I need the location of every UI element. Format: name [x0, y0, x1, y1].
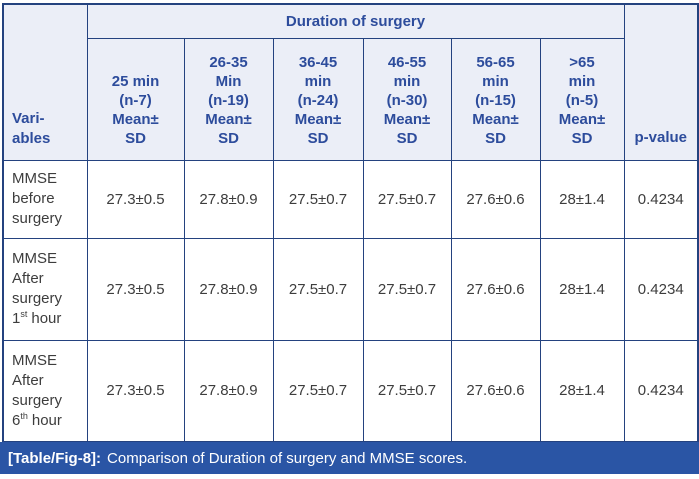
caption-text: Comparison of Duration of surgery and MM…	[107, 449, 468, 467]
header-line: (n-7)	[119, 91, 152, 109]
header-line: 25 min	[111, 72, 160, 90]
header-line: min	[482, 72, 509, 90]
header-line: Mean±	[472, 110, 519, 128]
header-line: >65	[569, 53, 595, 71]
table-row-mmse-after-6th-hour: MMSE After surgery 6th hour 27.3±0.5 27.8…	[2, 339, 699, 443]
data-cell: 27.6±0.6	[450, 237, 541, 341]
data-cell: 27.8±0.9	[183, 339, 274, 443]
variables-label-line: Vari-	[12, 109, 45, 127]
pvalue-cell: 0.4234	[623, 237, 699, 341]
table-row-mmse-before-surgery: MMSE before surgery 27.3±0.5 27.8±0.9 27…	[2, 159, 699, 239]
data-cell: 27.5±0.7	[272, 159, 364, 239]
column-header-over65min: >65 min (n-5) Mean± SD	[539, 37, 625, 161]
ordinal-number: 1	[12, 310, 21, 327]
column-header-25min: 25 min (n-7) Mean± SD	[86, 37, 185, 161]
data-cell: 27.6±0.6	[450, 339, 541, 443]
row-label-line: MMSE	[12, 170, 57, 187]
data-cell: 27.3±0.5	[86, 339, 185, 443]
row-label-line: After	[12, 270, 44, 287]
header-line: (n-24)	[297, 91, 339, 109]
pvalue-cell: 0.4234	[623, 339, 699, 443]
header-line: SD	[485, 129, 506, 147]
column-header-46-55min: 46-55 min (n-30) Mean± SD	[362, 37, 452, 161]
header-line: (n-19)	[208, 91, 249, 109]
column-header-56-65min: 56-65 min (n-15) Mean± SD	[450, 37, 541, 161]
data-cell: 28±1.4	[539, 339, 625, 443]
group-header-row: Vari- ables Duration of surgery p-value	[2, 3, 699, 161]
row-label-line: surgery	[12, 290, 63, 307]
table-row-mmse-after-1st-hour: MMSE After surgery 1st hour 27.3±0.5 27.8…	[2, 237, 699, 341]
variables-header-cell: Vari- ables	[2, 3, 88, 161]
data-cell: 27.5±0.7	[362, 159, 452, 239]
header-line: SD	[571, 129, 593, 147]
column-header-row: 25 min (n-7) Mean± SD 26-35 Min (n-19) M…	[3, 37, 698, 161]
header-line: SD	[218, 129, 239, 147]
header-line: SD	[125, 129, 146, 147]
column-header-26-35min: 26-35 Min (n-19) Mean± SD	[183, 37, 274, 161]
data-cell: 27.5±0.7	[272, 237, 364, 341]
header-line: 26-35	[209, 53, 248, 71]
row-label-line: surgery	[12, 210, 63, 227]
header-line: Mean±	[383, 110, 431, 128]
caption-label: [Table/Fig-8]:	[8, 449, 102, 467]
ordinal-number: 6	[12, 411, 21, 429]
row-label-line: surgery	[12, 391, 63, 409]
header-line: min	[393, 72, 421, 90]
header-line: 46-55	[387, 53, 427, 71]
caption-bar: [Table/Fig-8]: Comparison of Duration of…	[0, 442, 699, 474]
header-line: SD	[396, 129, 418, 147]
pvalue-cell: 0.4234	[623, 159, 699, 239]
ordinal-suffix: th	[20, 410, 28, 421]
header-line: (n-15)	[475, 91, 516, 109]
header-line: Mean±	[112, 110, 159, 128]
data-cell: 27.5±0.7	[362, 237, 452, 341]
header-line: min	[304, 72, 332, 90]
ordinal-suffix: st	[20, 309, 28, 319]
header-line: SD	[307, 129, 329, 147]
ordinal-word: hour	[31, 310, 62, 327]
table-wrapper: Vari- ables Duration of surgery p-value …	[2, 3, 699, 443]
row-label-line-ordinal: 1st hour	[12, 309, 83, 329]
pvalue-header-cell: p-value	[623, 3, 699, 161]
data-cell: 27.5±0.7	[272, 339, 364, 443]
header-line: Mean±	[558, 110, 606, 128]
data-cell: 27.8±0.9	[183, 237, 274, 341]
header-line: Mean±	[294, 110, 342, 128]
row-label: MMSE After surgery 6th hour	[2, 339, 88, 443]
data-cell: 28±1.4	[539, 159, 625, 239]
data-cell: 28±1.4	[539, 237, 625, 341]
row-label: MMSE After surgery 1st hour	[2, 237, 88, 341]
header-line: 56-65	[476, 53, 515, 71]
data-cell: 27.8±0.9	[183, 159, 274, 239]
row-label-line: before	[12, 190, 55, 207]
row-label-line: MMSE	[12, 351, 57, 369]
header-line: (n-5)	[565, 91, 599, 109]
variables-label-line: ables	[12, 129, 51, 147]
column-header-36-45min: 36-45 min (n-24) Mean± SD	[272, 37, 364, 161]
header-line: Min	[215, 72, 242, 90]
data-cell: 27.5±0.7	[362, 339, 452, 443]
data-cell: 27.3±0.5	[86, 237, 185, 341]
header-line: 36-45	[298, 53, 338, 71]
row-label-line: After	[12, 371, 44, 389]
ordinal-word: hour	[31, 411, 62, 429]
data-cell: 27.6±0.6	[450, 159, 541, 239]
row-label-line: MMSE	[12, 250, 57, 267]
header-line: min	[568, 72, 596, 90]
results-table: Vari- ables Duration of surgery p-value …	[2, 3, 699, 443]
row-label-line-ordinal: 6th hour	[12, 411, 83, 431]
header-line: Mean±	[205, 110, 252, 128]
data-cell: 27.3±0.5	[86, 159, 185, 239]
header-line: (n-30)	[386, 91, 428, 109]
row-label: MMSE before surgery	[2, 159, 88, 239]
duration-group-header: Duration of surgery	[86, 3, 625, 39]
